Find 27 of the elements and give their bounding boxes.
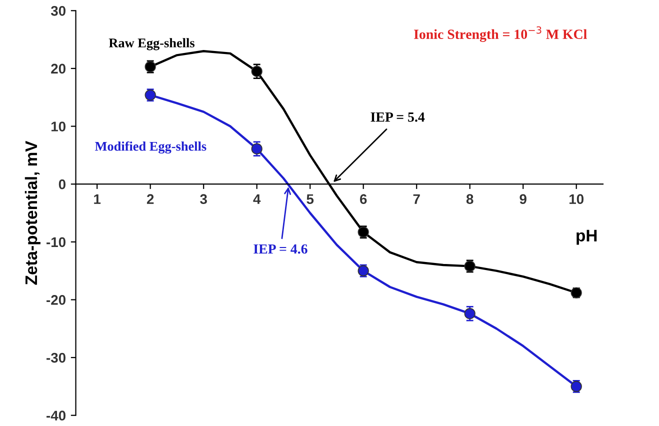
y-tick-label: -20 (46, 295, 66, 305)
y-tick-label: -10 (46, 237, 66, 248)
annotation: IEP = 5.4 (370, 112, 425, 122)
annotation: Ionic Strength = 10$^{−3}$ M KCl (414, 26, 587, 42)
annotation: IEP = 4.6 (254, 244, 308, 254)
x-tick-label: 6 (360, 194, 367, 204)
x-tick-label: 1 (94, 194, 101, 204)
x-tick-label: 4 (253, 194, 261, 204)
x-axis-title: pH (576, 230, 597, 245)
x-tick-label: 3 (200, 194, 207, 204)
y-tick-label: 10 (51, 122, 66, 132)
x-tick-label: 5 (306, 194, 314, 204)
y-axis-title: Zeta-potential, mV (24, 140, 40, 285)
x-tick-label: 9 (520, 194, 526, 204)
x-tick-label: 7 (413, 194, 420, 204)
point (251, 143, 262, 154)
point (464, 308, 476, 320)
y-tick-label: -40 (46, 410, 66, 421)
y-tick-label: 0 (58, 179, 66, 190)
x-tick-label: 10 (570, 194, 584, 204)
y-tick-label: -30 (46, 352, 66, 363)
x-tick-label: 8 (466, 194, 474, 204)
y-tick-label: 20 (51, 64, 66, 74)
y-tick-label: 30 (50, 6, 66, 16)
text: Modified Egg-shells (95, 141, 206, 154)
series-label: Raw Egg-shells (108, 38, 194, 50)
x-tick-label: 2 (146, 194, 154, 204)
